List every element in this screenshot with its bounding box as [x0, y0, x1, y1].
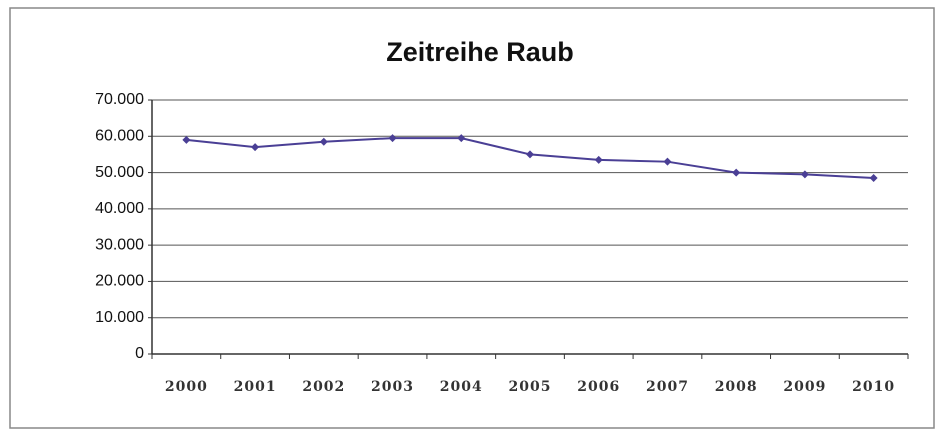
- x-tick-label: 2001: [234, 379, 277, 395]
- x-tick-label: 2005: [509, 379, 552, 395]
- marker: [594, 155, 603, 164]
- x-tick-label: 2003: [371, 379, 414, 395]
- marker: [800, 170, 809, 179]
- y-tick-label: 50.000: [95, 164, 144, 181]
- x-tick-label: 2008: [715, 379, 758, 395]
- y-tick-label: 40.000: [95, 200, 144, 217]
- y-tick-label: 70.000: [95, 91, 144, 108]
- marker: [732, 168, 741, 177]
- x-tick-label: 2006: [577, 379, 620, 395]
- x-tick-label: 2002: [302, 379, 345, 395]
- y-tick-label: 0: [135, 345, 144, 362]
- y-tick-label: 60.000: [95, 128, 144, 145]
- frame: [9, 7, 935, 429]
- marker: [182, 135, 191, 144]
- marker: [319, 137, 328, 146]
- x-tick-label: 2000: [165, 379, 208, 395]
- y-tick-label: 20.000: [95, 273, 144, 290]
- y-tick-label: 10.000: [95, 309, 144, 326]
- marker: [457, 134, 466, 143]
- y-tick-label: 30.000: [95, 236, 144, 253]
- marker: [869, 174, 878, 183]
- chart-title: Zeitreihe Raub: [386, 37, 574, 67]
- marker: [388, 134, 397, 143]
- marker: [251, 143, 260, 152]
- marker: [663, 157, 672, 166]
- x-tick-label: 2010: [852, 379, 895, 395]
- marker: [526, 150, 534, 159]
- x-tick-label: 2007: [646, 379, 689, 395]
- x-tick-label: 2009: [783, 379, 826, 395]
- x-tick-label: 2004: [440, 379, 483, 395]
